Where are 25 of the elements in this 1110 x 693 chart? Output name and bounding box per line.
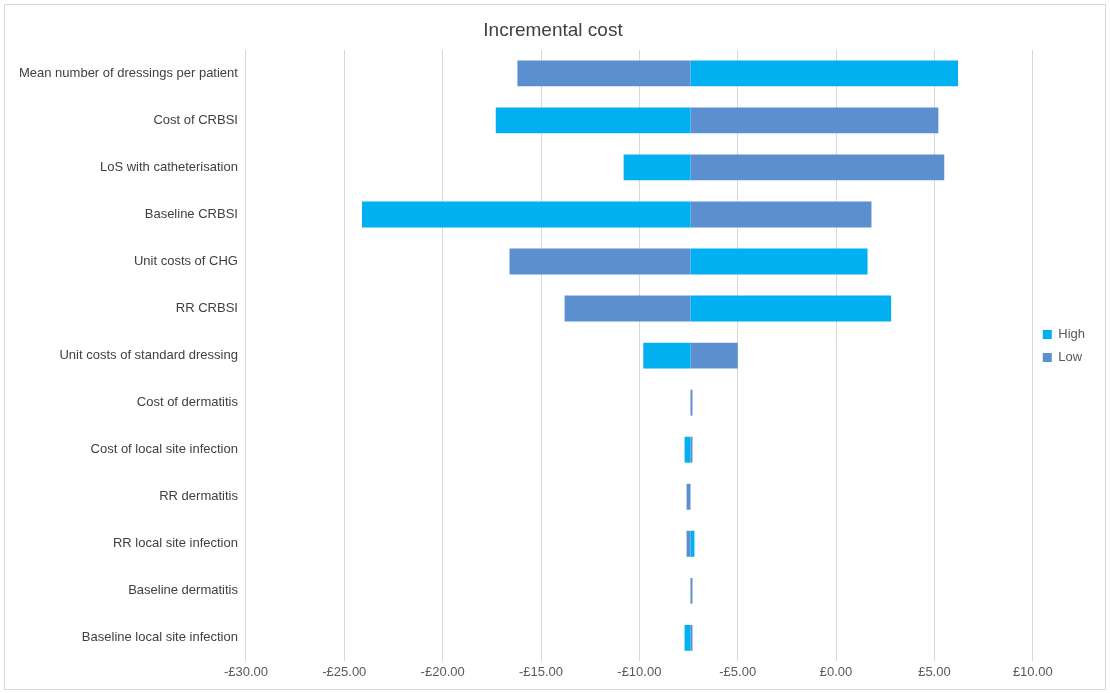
legend-label: Low [1058,349,1083,365]
chart-title: Incremental cost [483,18,624,40]
y-tick-label: Cost of local site infection [90,441,238,457]
y-tick-label: Cost of dermatitis [136,394,239,410]
y-tick-label: Unit costs of CHG [133,253,238,269]
y-tick-label: Baseline local site infection [81,629,238,645]
x-tick-label: -£15.00 [518,663,564,679]
y-tick-label: Mean number of dressings per patient [18,64,239,80]
x-tick-label: £10.00 [1012,663,1053,679]
legend-label: High [1058,326,1086,342]
x-tick-label: -£20.00 [420,663,465,679]
y-tick-label: Baseline CRBSI [144,206,238,222]
x-tick-label: -£5.00 [719,663,757,679]
y-tick-label: LoS with catheterisation [99,158,238,174]
x-tick-label: -£30.00 [223,663,268,679]
x-tick-label: -£10.00 [617,663,662,679]
y-tick-label: RR CRBSI [175,300,238,316]
y-tick-label: Cost of CRBSI [153,111,238,127]
y-tick-label: Baseline dermatitis [128,582,239,598]
x-tick-label: £5.00 [918,663,951,679]
y-tick-label: RR dermatitis [159,488,239,504]
x-tick-label: £0.00 [819,663,853,679]
y-tick-label: Unit costs of standard dressing [59,347,238,363]
y-tick-label: RR local site infection [112,535,238,551]
x-tick-label: -£25.00 [322,663,367,679]
